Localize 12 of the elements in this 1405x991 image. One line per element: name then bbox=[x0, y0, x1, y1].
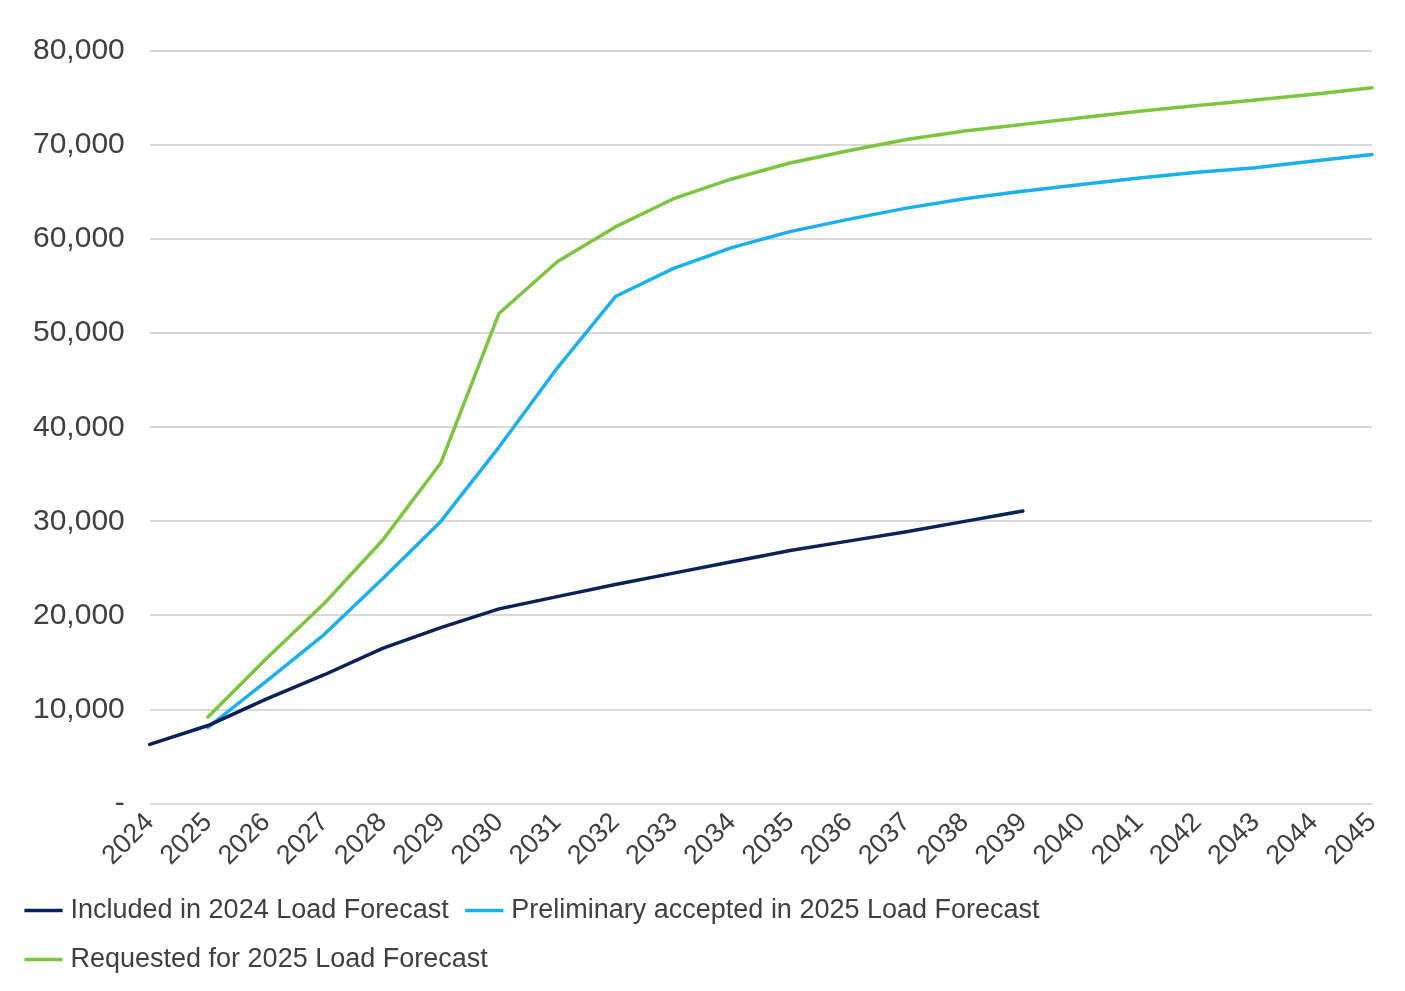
y-tick-label: 20,000 bbox=[32, 596, 125, 630]
y-tick-label: 60,000 bbox=[32, 220, 125, 254]
legend-label: Included in 2024 Load Forecast bbox=[70, 893, 450, 924]
y-tick-label: 40,000 bbox=[32, 408, 125, 442]
y-tick-label: - bbox=[114, 784, 125, 818]
legend-label: Requested for 2025 Load Forecast bbox=[70, 942, 489, 973]
y-tick-label: 80,000 bbox=[32, 32, 125, 66]
y-tick-label: 50,000 bbox=[32, 314, 125, 348]
legend-label: Preliminary accepted in 2025 Load Forecast bbox=[511, 893, 1041, 924]
y-tick-label: 70,000 bbox=[32, 126, 125, 160]
y-tick-label: 30,000 bbox=[32, 502, 125, 536]
y-tick-label: 10,000 bbox=[32, 690, 125, 724]
